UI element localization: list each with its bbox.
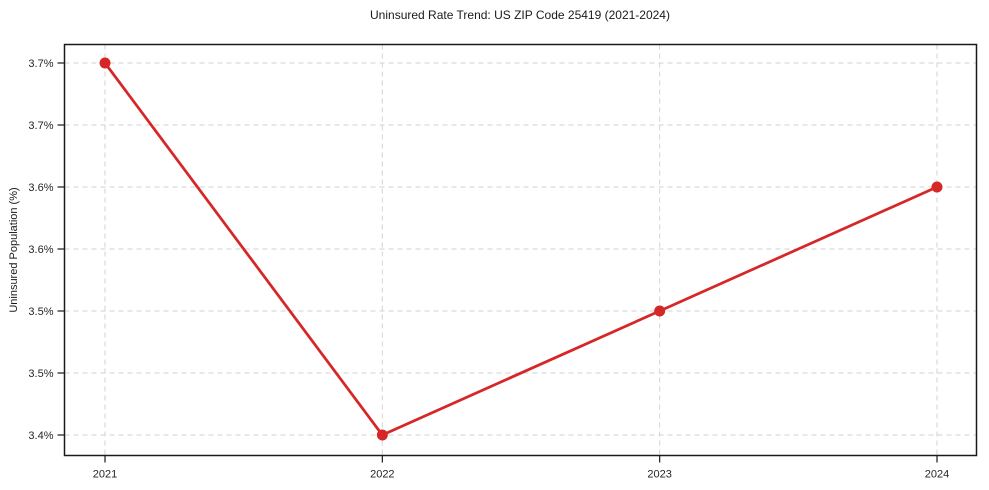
x-tick-label: 2023 <box>647 469 671 481</box>
data-point-marker <box>99 57 111 69</box>
chart-title: Uninsured Rate Trend: US ZIP Code 25419 … <box>370 8 670 22</box>
data-point-marker <box>931 181 943 193</box>
x-tick-label: 2022 <box>370 469 394 481</box>
data-line <box>103 61 939 437</box>
y-tick-label: 3.6% <box>28 182 53 194</box>
y-tick-label: 3.4% <box>28 430 53 442</box>
plot-frame <box>63 43 978 457</box>
data-point-marker <box>654 305 666 317</box>
data-point-marker <box>376 429 388 441</box>
y-tick-label: 3.7% <box>28 58 53 70</box>
x-tick-label: 2024 <box>925 469 949 481</box>
x-tick-label: 2021 <box>93 469 117 481</box>
y-tick-label: 3.5% <box>28 306 53 318</box>
y-tick-label: 3.7% <box>28 120 53 132</box>
y-tick-label: 3.5% <box>28 368 53 380</box>
y-tick-label: 3.6% <box>28 244 53 256</box>
